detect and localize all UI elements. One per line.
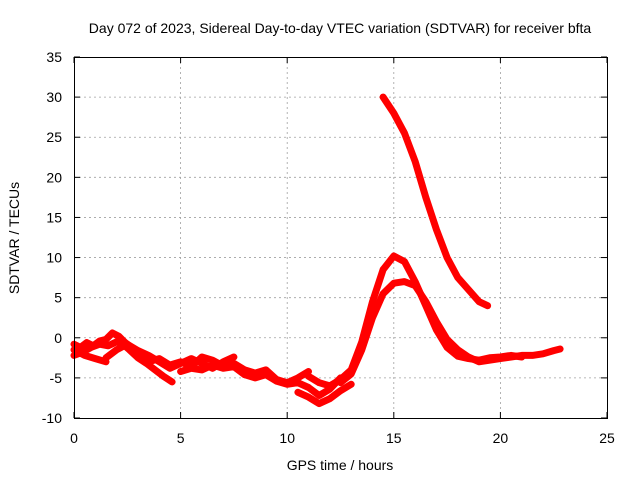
- x-tick-label: 5: [177, 430, 185, 446]
- x-tick-label: 0: [70, 430, 78, 446]
- series-line-satellite-track-2: [70, 329, 136, 351]
- series-line-satellite-track-7: [294, 380, 355, 408]
- y-tick-label: 35: [46, 49, 62, 65]
- y-tick-label: 15: [46, 209, 62, 225]
- y-tick-label: 30: [46, 89, 62, 105]
- series-line-satellite-track-3: [70, 346, 110, 366]
- y-tick-label: 5: [54, 290, 62, 306]
- x-tick-label: 10: [279, 430, 295, 446]
- y-axis-label: SDTVAR / TECUs: [6, 182, 22, 294]
- ticks: 0 5 10 15 20 25 -10 -5 0 5 10 15 20 25 30 35: [42, 49, 615, 446]
- series-line-satellite-track-9: [337, 278, 564, 387]
- plot-frame: [74, 57, 608, 419]
- chart-title: Day 072 of 2023, Sidereal Day-to-day VTE…: [89, 20, 592, 36]
- y-tick-label: 20: [46, 169, 62, 185]
- y-tick-label: 0: [54, 330, 62, 346]
- y-tick-label: -5: [50, 370, 63, 386]
- series-layer: [70, 93, 564, 408]
- x-tick-label: 15: [386, 430, 402, 446]
- x-axis-label: GPS time / hours: [287, 457, 394, 473]
- y-tick-label: -10: [42, 410, 62, 426]
- y-tick-label: 25: [46, 129, 62, 145]
- series-line-satellite-track-8: [305, 252, 526, 390]
- x-tick-label: 25: [599, 430, 615, 446]
- series-line-satellite-track-10: [379, 93, 492, 310]
- series-line-satellite-track-6: [177, 361, 344, 399]
- y-tick-label: 10: [46, 250, 62, 266]
- x-tick-label: 20: [493, 430, 509, 446]
